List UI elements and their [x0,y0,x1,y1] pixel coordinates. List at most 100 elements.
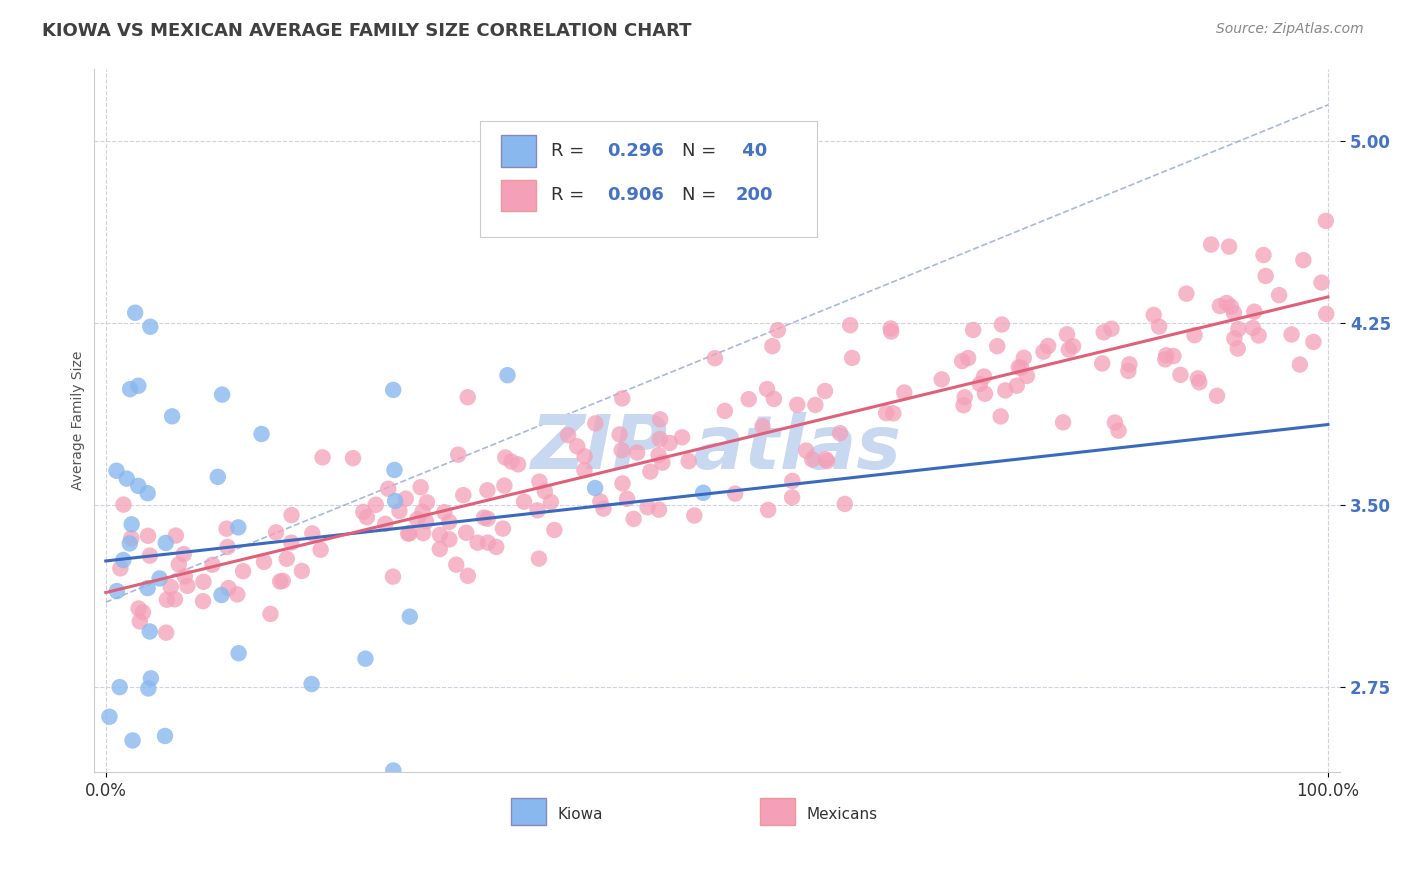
Point [398,609,420,624]
Point [1092,326,1115,340]
Text: 40: 40 [735,142,766,160]
Point [139,549,162,563]
Point [250,427,273,442]
Point [1199,237,1222,252]
Point [1118,357,1140,371]
Point [159,580,181,594]
Point [526,503,548,517]
Text: KIOWA VS MEXICAN AVERAGE FAMILY SIZE CORRELATION CHART: KIOWA VS MEXICAN AVERAGE FAMILY SIZE COR… [42,22,692,40]
Point [165,528,187,542]
Point [1101,322,1123,336]
Point [991,318,1014,332]
Point [609,427,631,442]
Point [678,454,700,468]
Point [804,398,827,412]
Point [439,515,461,529]
Point [1015,368,1038,383]
Point [1292,253,1315,268]
Point [217,540,239,554]
Point [121,517,143,532]
Point [986,339,1008,353]
Point [396,526,419,541]
Point [128,781,150,796]
Point [1163,349,1185,363]
Point [264,525,287,540]
Point [589,494,612,508]
Point [766,323,789,337]
Point [957,351,980,365]
Point [814,384,837,398]
Point [782,474,804,488]
Point [583,417,606,431]
Point [610,443,633,458]
Point [149,571,172,585]
Point [457,569,479,583]
Point [128,615,150,629]
Point [382,383,405,397]
Point [176,579,198,593]
FancyBboxPatch shape [479,121,817,237]
Point [301,677,323,691]
Point [291,564,314,578]
Point [738,392,761,407]
Point [309,542,332,557]
Point [567,439,589,453]
Point [406,512,429,526]
Point [1032,344,1054,359]
Point [139,319,162,334]
Point [640,465,662,479]
Point [650,412,672,426]
Point [703,351,725,366]
Point [429,541,451,556]
Point [1268,288,1291,302]
Point [342,451,364,466]
Point [382,764,405,778]
Point [815,454,838,468]
Point [364,498,387,512]
Point [226,520,249,534]
Point [529,475,551,489]
Point [1209,299,1232,313]
Point [841,351,863,365]
Point [259,607,281,621]
Point [352,505,374,519]
Point [1010,360,1032,375]
Point [451,488,474,502]
Point [1223,306,1246,320]
Point [494,450,516,465]
Point [637,500,659,515]
Point [583,481,606,495]
Point [477,483,499,498]
Point [1104,416,1126,430]
Point [211,387,233,401]
Point [1247,328,1270,343]
Point [612,476,634,491]
Point [173,547,195,561]
Point [794,443,817,458]
Point [875,406,897,420]
Point [692,485,714,500]
Point [1243,304,1265,318]
Point [411,505,433,519]
Point [201,558,224,572]
Point [1008,360,1031,375]
Point [724,486,747,500]
Point [751,419,773,434]
Point [1057,343,1080,357]
Point [232,564,254,578]
Point [105,584,128,599]
Point [952,398,974,412]
Point [814,452,837,467]
Point [138,681,160,696]
Point [127,479,149,493]
Point [253,555,276,569]
Point [173,569,195,583]
Point [973,369,995,384]
Point [1147,319,1170,334]
FancyBboxPatch shape [501,179,536,211]
Point [280,535,302,549]
Text: Source: ZipAtlas.com: Source: ZipAtlas.com [1216,22,1364,37]
Point [155,625,177,640]
Point [1315,214,1337,228]
Point [1108,424,1130,438]
